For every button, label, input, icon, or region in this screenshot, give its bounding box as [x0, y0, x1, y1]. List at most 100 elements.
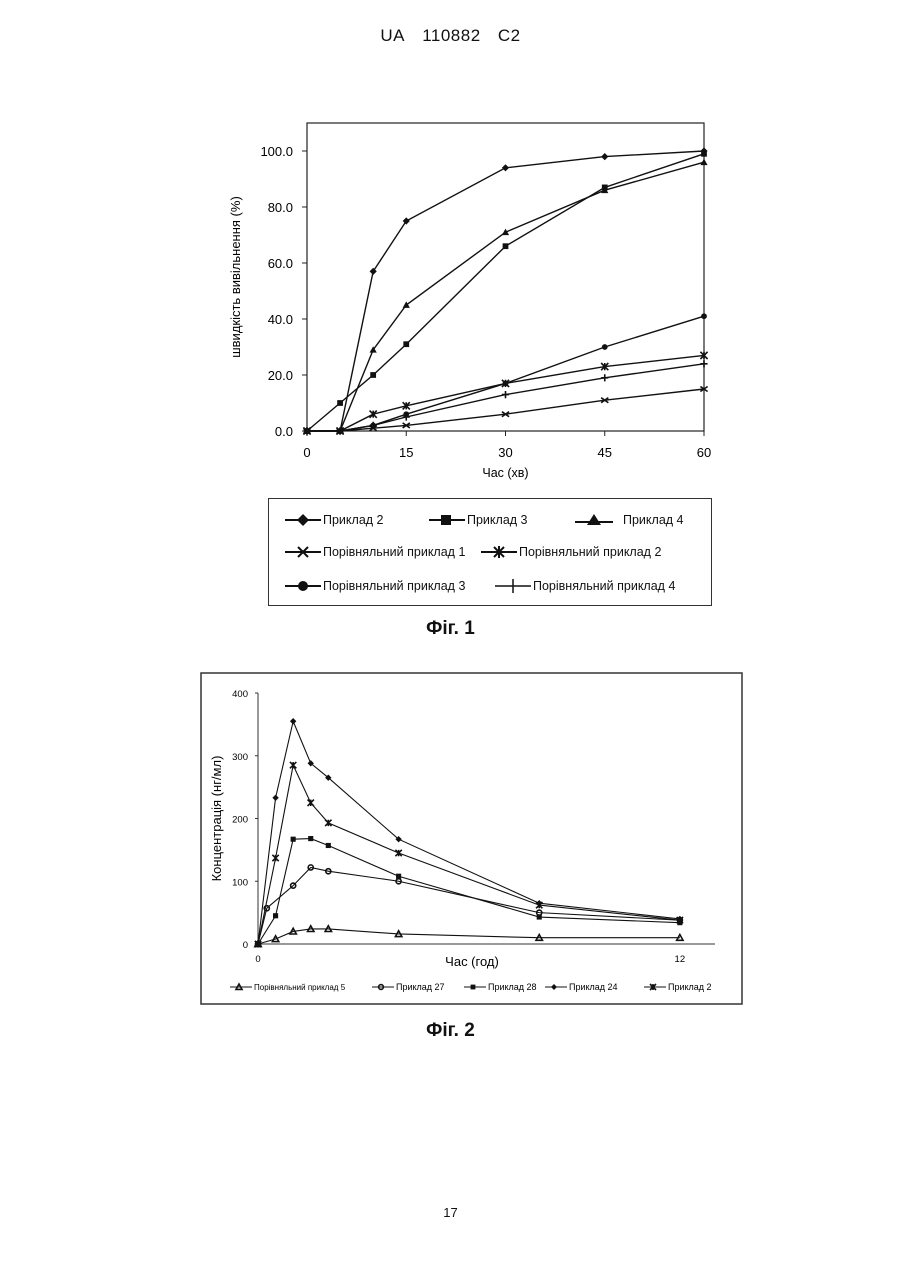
data-point [308, 836, 313, 841]
data-point [370, 372, 376, 378]
figure-1-chart: 0 15 30 45 60 0.0 20.0 40.0 60.0 80.0 100.0 Час (хв… [228, 110, 748, 490]
data-point [403, 217, 410, 224]
data-point [403, 341, 409, 347]
data-point [700, 159, 707, 165]
series [304, 313, 707, 434]
y-tick-label: 100 [232, 877, 248, 888]
y-tick-label: 0 [243, 940, 248, 951]
patent-kind: C2 [498, 26, 521, 45]
legend-label: Приклад 28 [488, 982, 537, 992]
series-line [307, 162, 704, 431]
x-axis-label: Час (хв) [482, 466, 528, 480]
data-point [502, 391, 509, 398]
x-tick-label: 45 [598, 445, 612, 460]
data-point [272, 795, 278, 801]
legend-label: Порівняльний приклад 2 [519, 545, 661, 559]
data-point [471, 985, 476, 990]
data-point [502, 164, 509, 171]
legend-label: Приклад 4 [623, 513, 684, 527]
data-point [272, 855, 278, 861]
legend-marker-asterisk [479, 545, 519, 559]
data-point [326, 843, 331, 848]
series-line [258, 839, 680, 944]
legend-item: Порівняльний приклад 2 [479, 541, 661, 563]
data-point [395, 850, 401, 856]
y-tick-label: 80.0 [268, 200, 293, 215]
y-tick-label: 100.0 [260, 144, 293, 159]
series-line [307, 154, 704, 431]
legend-item: Приклад 4 [573, 509, 684, 531]
x-tick-label: 12 [675, 954, 686, 965]
data-point [308, 800, 314, 806]
x-tick-label: 30 [498, 445, 512, 460]
figure-1-legend: Приклад 2 Приклад 3 Приклад 4 Порівняльн… [268, 498, 712, 606]
data-point [503, 381, 509, 387]
legend-marker-triangle [573, 513, 617, 527]
data-point [290, 718, 296, 724]
legend-label: Приклад 2 [668, 982, 712, 992]
data-point [503, 243, 509, 249]
figure-2-chart: 0 100 200 300 400 0 12 Час (год) Концентрація (н… [200, 672, 745, 1008]
legend-marker-x [283, 545, 323, 559]
series-line [258, 929, 680, 944]
data-point [602, 344, 608, 350]
legend-label: Порівняльний приклад 1 [323, 545, 465, 559]
series [255, 926, 683, 947]
data-point [273, 913, 278, 918]
y-axis-label: швидкість вивільнення (%) [228, 196, 243, 358]
data-point [291, 837, 296, 842]
legend-item: Порівняльний приклад 3 [283, 575, 465, 597]
y-tick-label: 40.0 [268, 312, 293, 327]
data-point [337, 400, 343, 406]
legend-label: Приклад 2 [323, 513, 384, 527]
series [255, 836, 682, 947]
figure-2-legend: Порівняльний приклад 5 Приклад 27 Приклад … [230, 982, 712, 992]
legend-marker-plus [493, 578, 533, 594]
series-line [307, 151, 704, 431]
x-tick-label: 60 [697, 445, 711, 460]
legend-label: Приклад 24 [569, 982, 618, 992]
data-point [701, 151, 707, 157]
y-tick-label: 20.0 [268, 368, 293, 383]
data-point [537, 914, 542, 919]
x-tick-label: 0 [255, 954, 260, 965]
legend-marker-square [427, 513, 467, 527]
data-point [551, 984, 557, 990]
legend-label: Порівняльний приклад 4 [533, 579, 675, 593]
data-point [700, 360, 707, 367]
legend-item: Порівняльний приклад 1 [283, 541, 465, 563]
patent-header: UA 110882 C2 [0, 26, 901, 46]
x-tick-label: 15 [399, 445, 413, 460]
data-point [290, 762, 296, 768]
y-tick-label: 200 [232, 815, 248, 826]
y-tick-label: 0.0 [275, 424, 293, 439]
legend-marker-diamond [283, 513, 323, 527]
legend-item: Порівняльний приклад 4 [493, 575, 675, 597]
legend-label: Приклад 27 [396, 982, 445, 992]
legend-item: Приклад 2 [283, 509, 384, 531]
y-tick-label: 300 [232, 752, 248, 763]
series [255, 865, 682, 947]
patent-number: 110882 [422, 26, 480, 45]
data-point [601, 153, 608, 160]
patent-country: UA [380, 26, 405, 45]
legend-item: Приклад 3 [427, 509, 528, 531]
data-point [601, 374, 608, 381]
y-axis-label: Концентрація (нг/мл) [209, 756, 224, 882]
y-tick-label: 400 [232, 689, 248, 700]
x-axis-label: Час (год) [445, 954, 499, 969]
data-point [370, 268, 377, 275]
legend-label: Приклад 3 [467, 513, 528, 527]
data-point [396, 874, 401, 879]
figure-1-caption: Фіг. 1 [0, 618, 901, 640]
legend-marker-circle [283, 579, 323, 593]
data-point [325, 820, 331, 826]
y-tick-label: 60.0 [268, 256, 293, 271]
page-number: 17 [0, 1205, 901, 1220]
series [255, 762, 683, 947]
legend-label: Порівняльний приклад 5 [254, 983, 346, 992]
legend-label: Порівняльний приклад 3 [323, 579, 465, 593]
figure-2-caption: Фіг. 2 [0, 1020, 901, 1042]
series [255, 718, 683, 947]
x-tick-label: 0 [303, 445, 310, 460]
